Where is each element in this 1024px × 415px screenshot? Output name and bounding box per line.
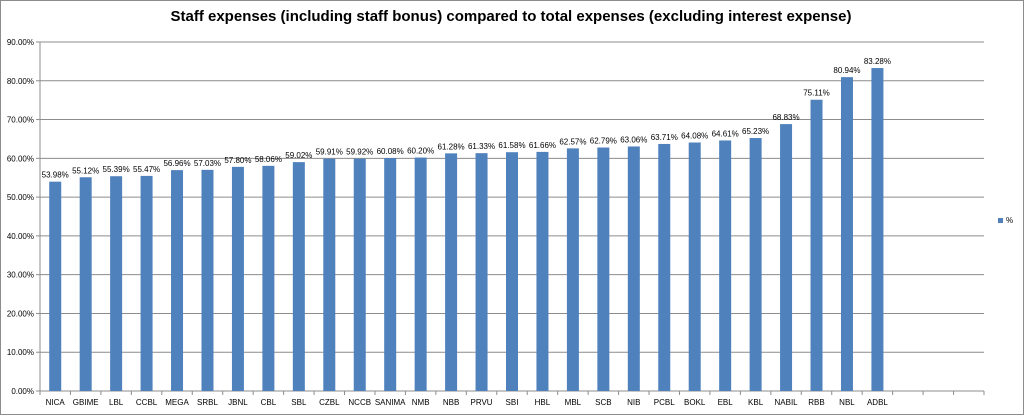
x-tick-label: CZBL: [319, 398, 340, 407]
data-label: 65.23%: [742, 127, 769, 136]
data-label: 55.47%: [133, 165, 160, 174]
x-tick-label: SBI: [506, 398, 519, 407]
data-label: 61.58%: [498, 141, 525, 150]
data-label: 60.08%: [377, 147, 404, 156]
data-label: 59.91%: [316, 148, 343, 157]
x-tick-label: LBL: [109, 398, 124, 407]
data-label: 64.61%: [712, 129, 739, 138]
x-tick-label: NCCB: [348, 398, 371, 407]
y-tick-label: 90.00%: [7, 38, 34, 47]
data-label: 55.39%: [103, 165, 130, 174]
bar: [292, 162, 305, 391]
data-label: 64.08%: [681, 132, 708, 141]
bar: [171, 170, 184, 391]
bar: [323, 158, 336, 391]
x-tick-label: ADBL: [867, 398, 888, 407]
bar: [140, 175, 153, 391]
x-tick-label: RBB: [808, 398, 824, 407]
x-tick-label: SRBL: [197, 398, 218, 407]
bar: [627, 146, 640, 391]
bar: [840, 77, 853, 392]
bar: [110, 176, 123, 391]
x-tick-label: PRVU: [471, 398, 493, 407]
chart-title: Staff expenses (including staff bonus) c…: [170, 8, 852, 25]
data-label: 61.28%: [438, 142, 465, 151]
bar: [536, 151, 549, 391]
x-tick-label: NBB: [443, 398, 459, 407]
y-tick-label: 0.00%: [11, 387, 34, 396]
y-tick-label: 80.00%: [7, 77, 34, 86]
bar: [201, 169, 214, 391]
x-tick-label: PCBL: [654, 398, 675, 407]
y-tick-label: 10.00%: [7, 348, 34, 357]
x-tick-label: SCB: [595, 398, 611, 407]
x-tick-label: KBL: [748, 398, 764, 407]
x-tick-label: SBL: [291, 398, 307, 407]
data-label: 59.92%: [346, 148, 373, 157]
data-label: 62.79%: [590, 137, 617, 146]
legend: %: [998, 216, 1013, 225]
data-label: 63.06%: [620, 135, 647, 144]
data-label: 80.94%: [833, 66, 860, 75]
x-tick-label: CCBL: [136, 398, 158, 407]
x-tick-label: NABIL: [775, 398, 799, 407]
bar: [566, 148, 579, 391]
x-tick-label: NICA: [46, 398, 66, 407]
data-label: 68.83%: [772, 113, 799, 122]
legend-swatch: [998, 218, 1003, 223]
x-tick-label: NMB: [412, 398, 430, 407]
x-tick-label: MBL: [565, 398, 582, 407]
bar: [353, 158, 366, 391]
y-tick-label: 70.00%: [7, 116, 34, 125]
data-label: 63.71%: [651, 133, 678, 142]
data-label: 55.12%: [72, 166, 99, 175]
y-tick-label: 20.00%: [7, 309, 34, 318]
data-label: 53.98%: [42, 171, 69, 180]
x-tick-label: BOKL: [684, 398, 706, 407]
legend-label: %: [1006, 216, 1014, 225]
y-tick-label: 40.00%: [7, 232, 34, 241]
bar: [445, 153, 458, 391]
x-tick-label: GBIME: [73, 398, 99, 407]
bar: [719, 140, 732, 391]
y-tick-label: 50.00%: [7, 193, 34, 202]
bar: [810, 99, 823, 391]
data-label: 83.28%: [864, 57, 891, 66]
bar: [688, 142, 701, 391]
data-label: 57.80%: [224, 156, 251, 165]
x-tick-label: EBL: [718, 398, 734, 407]
x-tick-label: JBNL: [228, 398, 248, 407]
bar: [597, 147, 610, 391]
data-label: 56.96%: [163, 159, 190, 168]
bar: [49, 181, 62, 391]
x-tick-label: HBL: [535, 398, 551, 407]
x-tick-label: NIB: [627, 398, 640, 407]
bar: [506, 152, 518, 391]
bar: [780, 124, 793, 391]
data-label: 75.11%: [803, 89, 830, 98]
bar: [79, 177, 92, 391]
bar: [414, 157, 427, 391]
data-label: 61.33%: [468, 142, 495, 151]
bar: [384, 158, 397, 391]
data-label: 59.02%: [285, 151, 312, 160]
bar: [871, 68, 884, 392]
data-label: 57.03%: [194, 159, 221, 168]
y-tick-label: 60.00%: [7, 154, 34, 163]
bar: [749, 138, 762, 391]
bar: [658, 143, 671, 391]
data-label: 60.20%: [407, 147, 434, 156]
x-tick-label: CBL: [261, 398, 277, 407]
data-label: 62.57%: [559, 137, 586, 146]
bar: [262, 165, 275, 391]
bar: [231, 166, 244, 391]
data-label: 58.06%: [255, 155, 282, 164]
data-label: 61.66%: [529, 141, 556, 150]
x-tick-label: SANIMA: [375, 398, 406, 407]
x-tick-label: MEGA: [165, 398, 189, 407]
x-tick-label: NBL: [839, 398, 855, 407]
bar: [475, 153, 488, 391]
y-tick-label: 30.00%: [7, 271, 34, 280]
